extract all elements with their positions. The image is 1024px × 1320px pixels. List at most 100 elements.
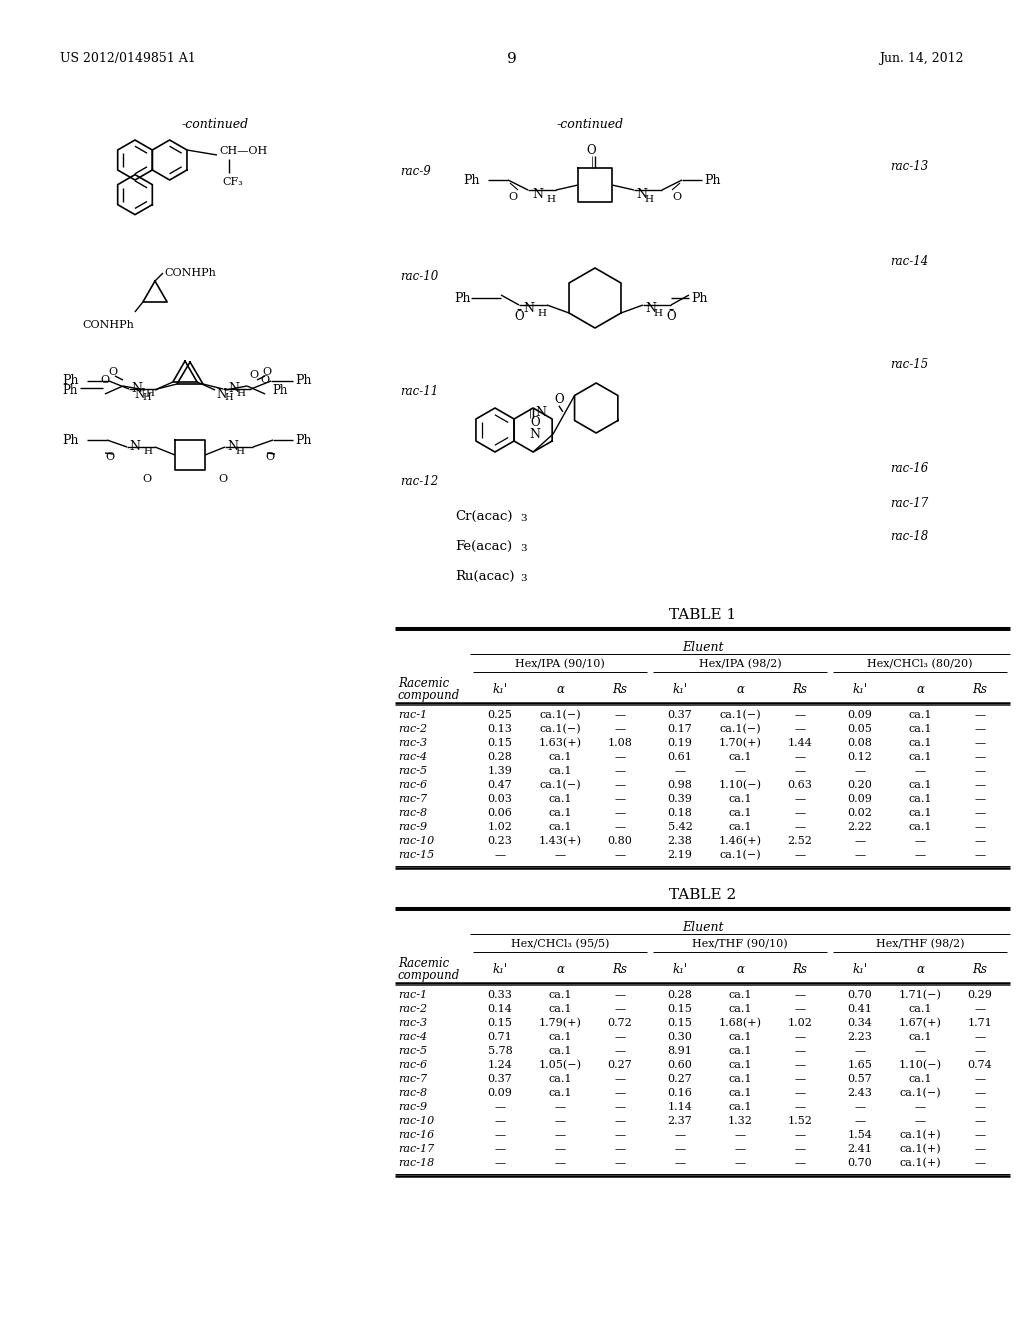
Text: 5.78: 5.78 [487, 1045, 512, 1056]
Text: —: — [614, 795, 626, 804]
Text: 0.23: 0.23 [487, 836, 512, 846]
Text: rac-16: rac-16 [890, 462, 928, 475]
Text: 0.33: 0.33 [487, 990, 512, 1001]
Text: 0.15: 0.15 [668, 1005, 692, 1014]
Text: TABLE 2: TABLE 2 [669, 888, 736, 902]
Text: rac-9: rac-9 [400, 165, 431, 178]
Text: —: — [975, 850, 985, 861]
Text: —: — [554, 1130, 565, 1140]
Text: 1.79(+): 1.79(+) [539, 1018, 582, 1028]
Text: —: — [554, 1158, 565, 1168]
Text: 2.52: 2.52 [787, 836, 812, 846]
Text: 2.38: 2.38 [668, 836, 692, 846]
Text: —: — [554, 1102, 565, 1111]
Text: 1.10(−): 1.10(−) [898, 1060, 941, 1071]
Text: CONHPh: CONHPh [164, 268, 216, 279]
Text: rac-18: rac-18 [890, 531, 928, 543]
Text: —: — [795, 723, 806, 734]
Text: 3: 3 [520, 544, 526, 553]
Text: 1.02: 1.02 [487, 822, 512, 832]
Text: —: — [795, 850, 806, 861]
Text: 0.63: 0.63 [787, 780, 812, 789]
Text: H: H [644, 195, 653, 205]
Text: Ph: Ph [62, 433, 79, 446]
Text: 0.29: 0.29 [968, 990, 992, 1001]
Text: N: N [536, 405, 547, 418]
Text: 0.25: 0.25 [487, 710, 512, 719]
Text: —: — [734, 1130, 745, 1140]
Text: rac-8: rac-8 [398, 808, 427, 818]
Text: ca.1: ca.1 [728, 1045, 752, 1056]
Text: 0.15: 0.15 [487, 1018, 512, 1028]
Text: Ph: Ph [705, 173, 721, 186]
Text: —: — [795, 1032, 806, 1041]
Text: Hex/THF (90/10): Hex/THF (90/10) [692, 939, 787, 949]
Text: 0.37: 0.37 [487, 1074, 512, 1084]
Text: —: — [914, 1115, 926, 1126]
Text: rac-3: rac-3 [398, 1018, 427, 1028]
Text: —: — [795, 990, 806, 1001]
Text: 1.10(−): 1.10(−) [719, 780, 762, 791]
Text: rac-18: rac-18 [398, 1158, 434, 1168]
Text: 0.27: 0.27 [607, 1060, 633, 1071]
Text: ca.1: ca.1 [908, 795, 932, 804]
Text: ca.1(−): ca.1(−) [719, 850, 761, 861]
Text: —: — [734, 766, 745, 776]
Text: —: — [495, 850, 506, 861]
Text: O: O [105, 451, 115, 462]
Text: rac-11: rac-11 [400, 385, 438, 399]
Text: 0.08: 0.08 [848, 738, 872, 748]
Text: 0.05: 0.05 [848, 723, 872, 734]
Text: rac-5: rac-5 [398, 1045, 427, 1056]
Text: O: O [142, 474, 152, 484]
Text: N: N [645, 302, 656, 315]
Text: rac-10: rac-10 [400, 271, 438, 282]
Text: —: — [975, 1074, 985, 1084]
Text: —: — [614, 822, 626, 832]
Text: 1.39: 1.39 [487, 766, 512, 776]
Text: 0.80: 0.80 [607, 836, 633, 846]
Text: O: O [509, 191, 517, 202]
Text: —: — [614, 1088, 626, 1098]
Text: —: — [614, 723, 626, 734]
Text: —: — [614, 1032, 626, 1041]
Text: 0.02: 0.02 [848, 808, 872, 818]
Text: ca.1: ca.1 [908, 780, 932, 789]
Text: 0.06: 0.06 [487, 808, 512, 818]
Text: 0.09: 0.09 [487, 1088, 512, 1098]
Text: k₁': k₁' [493, 964, 508, 975]
Text: —: — [614, 1158, 626, 1168]
Text: —: — [795, 1045, 806, 1056]
Text: O: O [554, 393, 563, 407]
Text: 0.27: 0.27 [668, 1074, 692, 1084]
Text: 1.02: 1.02 [787, 1018, 812, 1028]
Text: O: O [667, 310, 676, 323]
Text: Ph: Ph [295, 433, 311, 446]
Text: Hex/CHCl₃ (80/20): Hex/CHCl₃ (80/20) [867, 659, 973, 669]
Text: —: — [795, 1074, 806, 1084]
Text: 1.71(−): 1.71(−) [899, 990, 941, 1001]
Text: ca.1(−): ca.1(−) [899, 1088, 941, 1098]
Text: 1.54: 1.54 [848, 1130, 872, 1140]
Text: ca.1: ca.1 [728, 1005, 752, 1014]
Text: k₁': k₁' [852, 964, 867, 975]
Text: 0.09: 0.09 [848, 710, 872, 719]
Text: ca.1: ca.1 [908, 1005, 932, 1014]
Text: rac-7: rac-7 [398, 1074, 427, 1084]
Text: —: — [614, 1115, 626, 1126]
Text: N: N [636, 189, 647, 202]
Text: 0.37: 0.37 [668, 710, 692, 719]
Text: —: — [554, 1144, 565, 1154]
Text: —: — [614, 780, 626, 789]
Text: ca.1: ca.1 [908, 1074, 932, 1084]
Text: 0.03: 0.03 [487, 795, 512, 804]
Text: CH—OH: CH—OH [219, 147, 267, 156]
Text: 1.46(+): 1.46(+) [719, 836, 762, 846]
Text: N: N [529, 429, 541, 441]
Text: US 2012/0149851 A1: US 2012/0149851 A1 [60, 51, 196, 65]
Text: Racemic: Racemic [398, 677, 450, 690]
Text: 0.18: 0.18 [668, 808, 692, 818]
Text: 1.70(+): 1.70(+) [719, 738, 762, 748]
Text: 0.15: 0.15 [487, 738, 512, 748]
Text: 1.14: 1.14 [668, 1102, 692, 1111]
